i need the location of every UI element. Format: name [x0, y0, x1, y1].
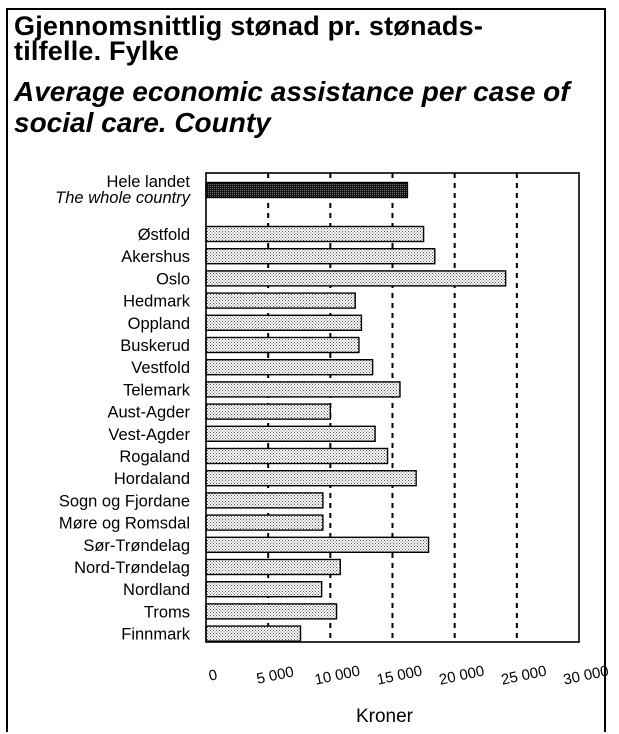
- category-label-en: The whole country: [55, 189, 192, 207]
- category-label: Finnmark: [121, 626, 191, 644]
- bar-nordland: [205, 581, 323, 598]
- category-label: Møre og Romsdal: [59, 515, 190, 533]
- bar-hedmark: [205, 292, 356, 309]
- bar-nord-trøndelag: [205, 558, 341, 576]
- category-label: Østfold: [138, 226, 190, 244]
- bar-troms: [205, 603, 338, 620]
- category-label: Oslo: [156, 270, 190, 288]
- category-label: Telemark: [123, 381, 191, 399]
- bar-akershus: [205, 247, 436, 265]
- bar-hele-landet: [205, 181, 409, 199]
- bar-møre-og-romsdal: [205, 514, 324, 531]
- chart-title-line-2: tilfelle. Fylke: [14, 36, 180, 66]
- bar-oppland: [205, 314, 363, 331]
- x-tick-label: 0: [207, 666, 219, 684]
- bar-rogaland: [205, 447, 389, 465]
- chart-frame: [6, 8, 606, 732]
- bar-buskerud: [205, 336, 360, 354]
- category-label: Akershus: [121, 248, 190, 266]
- bar-sogn-og-fjordane: [205, 492, 324, 509]
- bar-aust-agder: [205, 403, 332, 420]
- category-label: Hordaland: [114, 470, 190, 488]
- x-tick-label: 10 000: [313, 663, 361, 689]
- category-label: Sør-Trøndelag: [83, 537, 190, 555]
- category-label: Buskerud: [120, 337, 190, 355]
- category-label: Aust-Agder: [107, 404, 190, 422]
- category-label: Sogn og Fjordane: [59, 492, 190, 510]
- bar-oslo: [205, 270, 507, 287]
- chart-subtitle: Average economic assistance per case of …: [14, 76, 599, 138]
- x-tick-label: 20 000: [438, 663, 486, 689]
- bars: [205, 181, 507, 642]
- x-tick-label: 30 000: [562, 663, 610, 689]
- x-tick-label: 5 000: [255, 663, 295, 687]
- category-label: Nordland: [123, 581, 190, 599]
- category-label: Oppland: [128, 315, 190, 333]
- bar-vest-agder: [205, 425, 376, 442]
- x-tick-label: 25 000: [500, 663, 548, 689]
- chart-subtitle-line-2: social care. County: [14, 107, 271, 138]
- category-label: Hedmark: [123, 293, 191, 311]
- bar-finnmark: [205, 625, 302, 642]
- category-label: Rogaland: [119, 448, 190, 466]
- category-label: Vestfold: [131, 359, 190, 377]
- category-label: Vest-Agder: [108, 426, 190, 444]
- bar-sør-trøndelag: [205, 536, 430, 553]
- bar-vestfold: [205, 359, 374, 376]
- x-axis-label: Kroner: [356, 706, 414, 727]
- chart-title: Gjennomsnittlig stønad pr. stønads- tilf…: [14, 11, 594, 66]
- bar-telemark: [205, 381, 401, 398]
- category-label: Hele landet: [107, 173, 191, 191]
- category-label: Troms: [144, 603, 190, 621]
- chart-subtitle-line-1: Average economic assistance per case of: [14, 76, 570, 107]
- bar-østfold: [205, 225, 425, 243]
- bar-hordaland: [205, 470, 417, 487]
- category-label: Nord-Trøndelag: [74, 559, 190, 577]
- x-tick-label: 15 000: [375, 663, 423, 689]
- chart-title-line-1: Gjennomsnittlig stønad pr. stønads-: [14, 11, 484, 41]
- x-tick-labels: 0 5 000 10 000 15 000 20 000 25 000 30 000: [207, 663, 610, 689]
- plot-area-border: [205, 172, 580, 643]
